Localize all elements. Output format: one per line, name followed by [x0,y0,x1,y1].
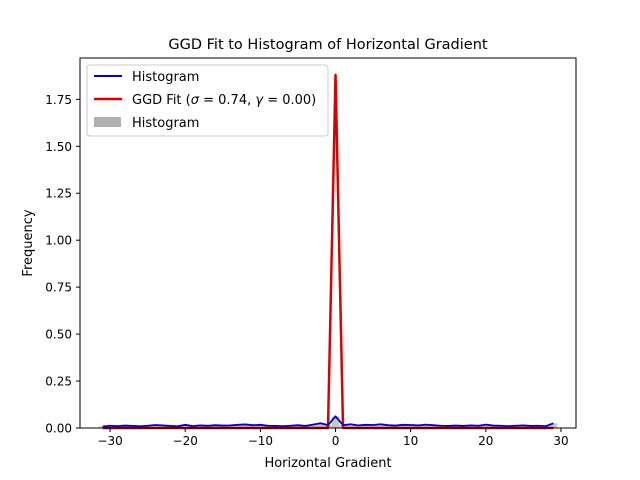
y-tick-label: 1.25 [45,187,72,201]
histogram-bar [256,424,265,428]
x-tick-label: −20 [173,434,198,448]
axis-ticks: −30 −20 −10 0 10 20 30 0.00 0.25 0.50 0.75 1.00 1.25… [45,93,568,448]
histogram-bar [241,424,250,428]
x-axis-label: Horizontal Gradient [264,456,391,471]
y-tick-label: 0.75 [45,281,72,295]
histogram-bar [158,425,167,428]
histogram-bar [196,425,204,428]
x-tick-label: −30 [97,434,122,448]
legend: Histogram GGD Fit (σ = 0.74, γ = 0.00) H… [86,64,329,137]
histogram-bar [384,425,392,428]
y-tick-label: 1.75 [45,93,72,107]
histogram-bar [211,425,220,428]
histogram-bar [316,423,325,428]
legend-label-histogram-bars: Histogram [132,116,199,131]
histogram-bar [376,424,385,428]
histogram-bar [467,425,475,428]
axes-frame [79,57,577,429]
histogram-bar [519,425,528,428]
x-tick-label: −10 [248,434,273,448]
y-tick-label: 0.25 [45,375,72,389]
x-tick-label: 20 [478,434,493,448]
y-tick-label: 1.00 [45,234,72,248]
y-tick-label: 0.50 [45,328,72,342]
histogram-line [102,415,554,428]
histogram-bar [421,424,430,428]
histogram-bar [309,424,317,428]
histogram-bar [361,424,370,428]
x-tick-label: 10 [403,434,418,448]
x-tick-label: 30 [553,434,568,448]
legend-label-ggd-fit: GGD Fit (σ = 0.74, γ = 0.00) [132,93,316,108]
y-tick-label: 0.00 [45,422,72,436]
histogram-bar [249,425,257,428]
histogram-bar [331,416,340,428]
histogram-bar [406,424,415,428]
histogram-bar [429,425,437,428]
histogram-bar [181,424,189,428]
chart-title: GGD Fit to Histogram of Horizontal Gradi… [168,37,488,53]
histogram-bar [549,423,558,428]
histogram-bar [354,425,362,428]
histogram-bar [234,424,242,428]
x-tick-label: 0 [332,434,340,448]
histogram-bar [294,425,302,428]
histogram-bar [482,424,490,428]
legend-box [86,64,329,137]
histogram-bar [226,425,235,428]
legend-label-histogram-line: Histogram [132,70,199,85]
histogram-bar [151,424,159,428]
histogram-bar [369,424,377,428]
histogram-bar [414,425,422,428]
histogram-bar [346,424,355,428]
histogram-bar [399,424,407,428]
y-axis-label: Frequency [21,209,36,276]
y-tick-label: 1.50 [45,140,72,154]
legend-swatch-histogram-bars [94,117,121,127]
